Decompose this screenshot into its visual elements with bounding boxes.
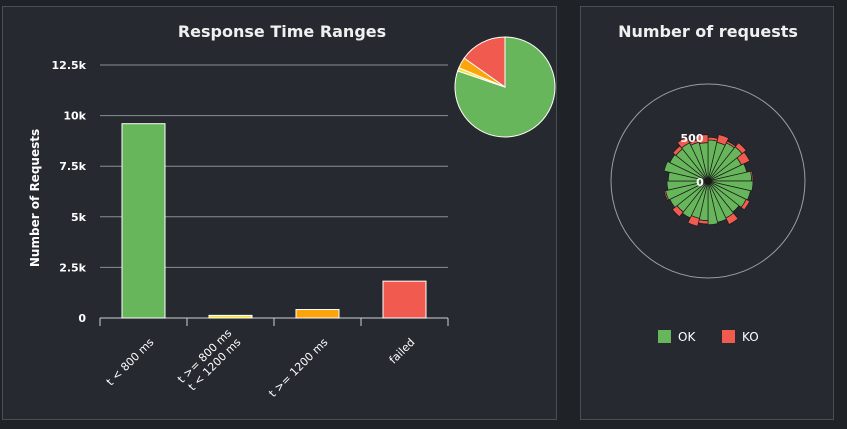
ko-wedge	[725, 212, 739, 226]
legend-item-ok[interactable]: OK	[658, 330, 696, 344]
pie-slice	[463, 36, 506, 88]
x-tick-label: t >= 800 mst < 1200 ms	[175, 326, 244, 393]
legend-item-ko[interactable]: KO	[722, 330, 759, 344]
y-tick-label: 5k	[71, 211, 87, 224]
chart-title: Response Time Ranges	[178, 22, 386, 41]
x-tick-label: t < 800 ms	[104, 336, 157, 389]
ko-wedge	[734, 142, 747, 155]
center-dot	[706, 179, 710, 183]
legend-swatch	[722, 330, 735, 343]
radial-axis-label: 500	[681, 132, 704, 145]
legend-swatch	[658, 330, 671, 343]
ko-wedge	[698, 219, 709, 225]
ok-wedge	[666, 180, 709, 191]
number-of-requests-panel: Number of requests 500 0 OK KO	[580, 6, 834, 420]
y-tick-label: 10k	[63, 110, 86, 123]
y-tick-label: 2.5k	[59, 261, 86, 274]
bar	[208, 314, 253, 319]
bar	[295, 308, 340, 319]
response-time-ranges-panel: Response Time Ranges Number of Requests …	[2, 6, 557, 420]
ko-wedge	[740, 198, 751, 211]
bar	[121, 123, 166, 319]
y-tick-label: 7.5k	[59, 160, 86, 173]
x-tick-label-line: t >= 1200 ms	[266, 336, 330, 400]
ok-wedge	[707, 180, 719, 226]
legend-label: KO	[742, 330, 759, 344]
response-time-ranges-chart: Response Time Ranges Number of Requests …	[28, 22, 556, 400]
ko-wedge	[736, 151, 751, 166]
ko-wedge	[676, 136, 691, 149]
x-tick-label-line: t < 800 ms	[104, 336, 157, 389]
x-tick-label-line: failed	[387, 336, 418, 367]
ko-wedge	[687, 215, 700, 227]
number-of-requests-chart: Number of requests 500 0 OK KO	[610, 22, 806, 344]
chart-title: Number of requests	[618, 22, 798, 41]
ok-wedge	[663, 160, 709, 182]
x-tick-label: t >= 1200 ms	[266, 336, 330, 400]
y-tick-label: 0	[78, 312, 86, 325]
bar	[382, 280, 427, 319]
legend-label: OK	[678, 330, 696, 344]
ko-wedge	[671, 205, 684, 218]
ko-wedge	[663, 190, 670, 202]
ko-wedge	[697, 134, 709, 144]
y-tick-label: 12.5k	[52, 59, 87, 72]
outer-ring	[610, 83, 806, 279]
x-tick-label: failed	[387, 336, 418, 367]
ko-wedge	[716, 134, 730, 146]
radial-axis-label: 0	[696, 176, 704, 189]
y-axis-label: Number of Requests	[28, 129, 42, 267]
